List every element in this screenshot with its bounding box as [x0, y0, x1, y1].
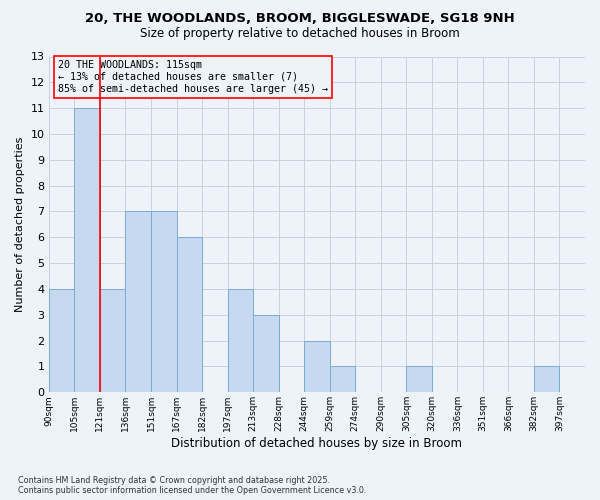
Bar: [74, 108, 100, 393]
Bar: [406, 366, 432, 392]
Bar: [329, 366, 355, 392]
Bar: [100, 289, 125, 393]
Text: Size of property relative to detached houses in Broom: Size of property relative to detached ho…: [140, 28, 460, 40]
X-axis label: Distribution of detached houses by size in Broom: Distribution of detached houses by size …: [172, 437, 463, 450]
Bar: [151, 212, 176, 392]
Bar: [534, 366, 559, 392]
Bar: [253, 315, 278, 392]
Bar: [176, 238, 202, 392]
Text: Contains HM Land Registry data © Crown copyright and database right 2025.
Contai: Contains HM Land Registry data © Crown c…: [18, 476, 367, 495]
Text: 20 THE WOODLANDS: 115sqm
← 13% of detached houses are smaller (7)
85% of semi-de: 20 THE WOODLANDS: 115sqm ← 13% of detach…: [58, 60, 328, 94]
Bar: [227, 289, 253, 393]
Y-axis label: Number of detached properties: Number of detached properties: [15, 136, 25, 312]
Bar: [304, 340, 329, 392]
Text: 20, THE WOODLANDS, BROOM, BIGGLESWADE, SG18 9NH: 20, THE WOODLANDS, BROOM, BIGGLESWADE, S…: [85, 12, 515, 26]
Bar: [125, 212, 151, 392]
Bar: [49, 289, 74, 393]
